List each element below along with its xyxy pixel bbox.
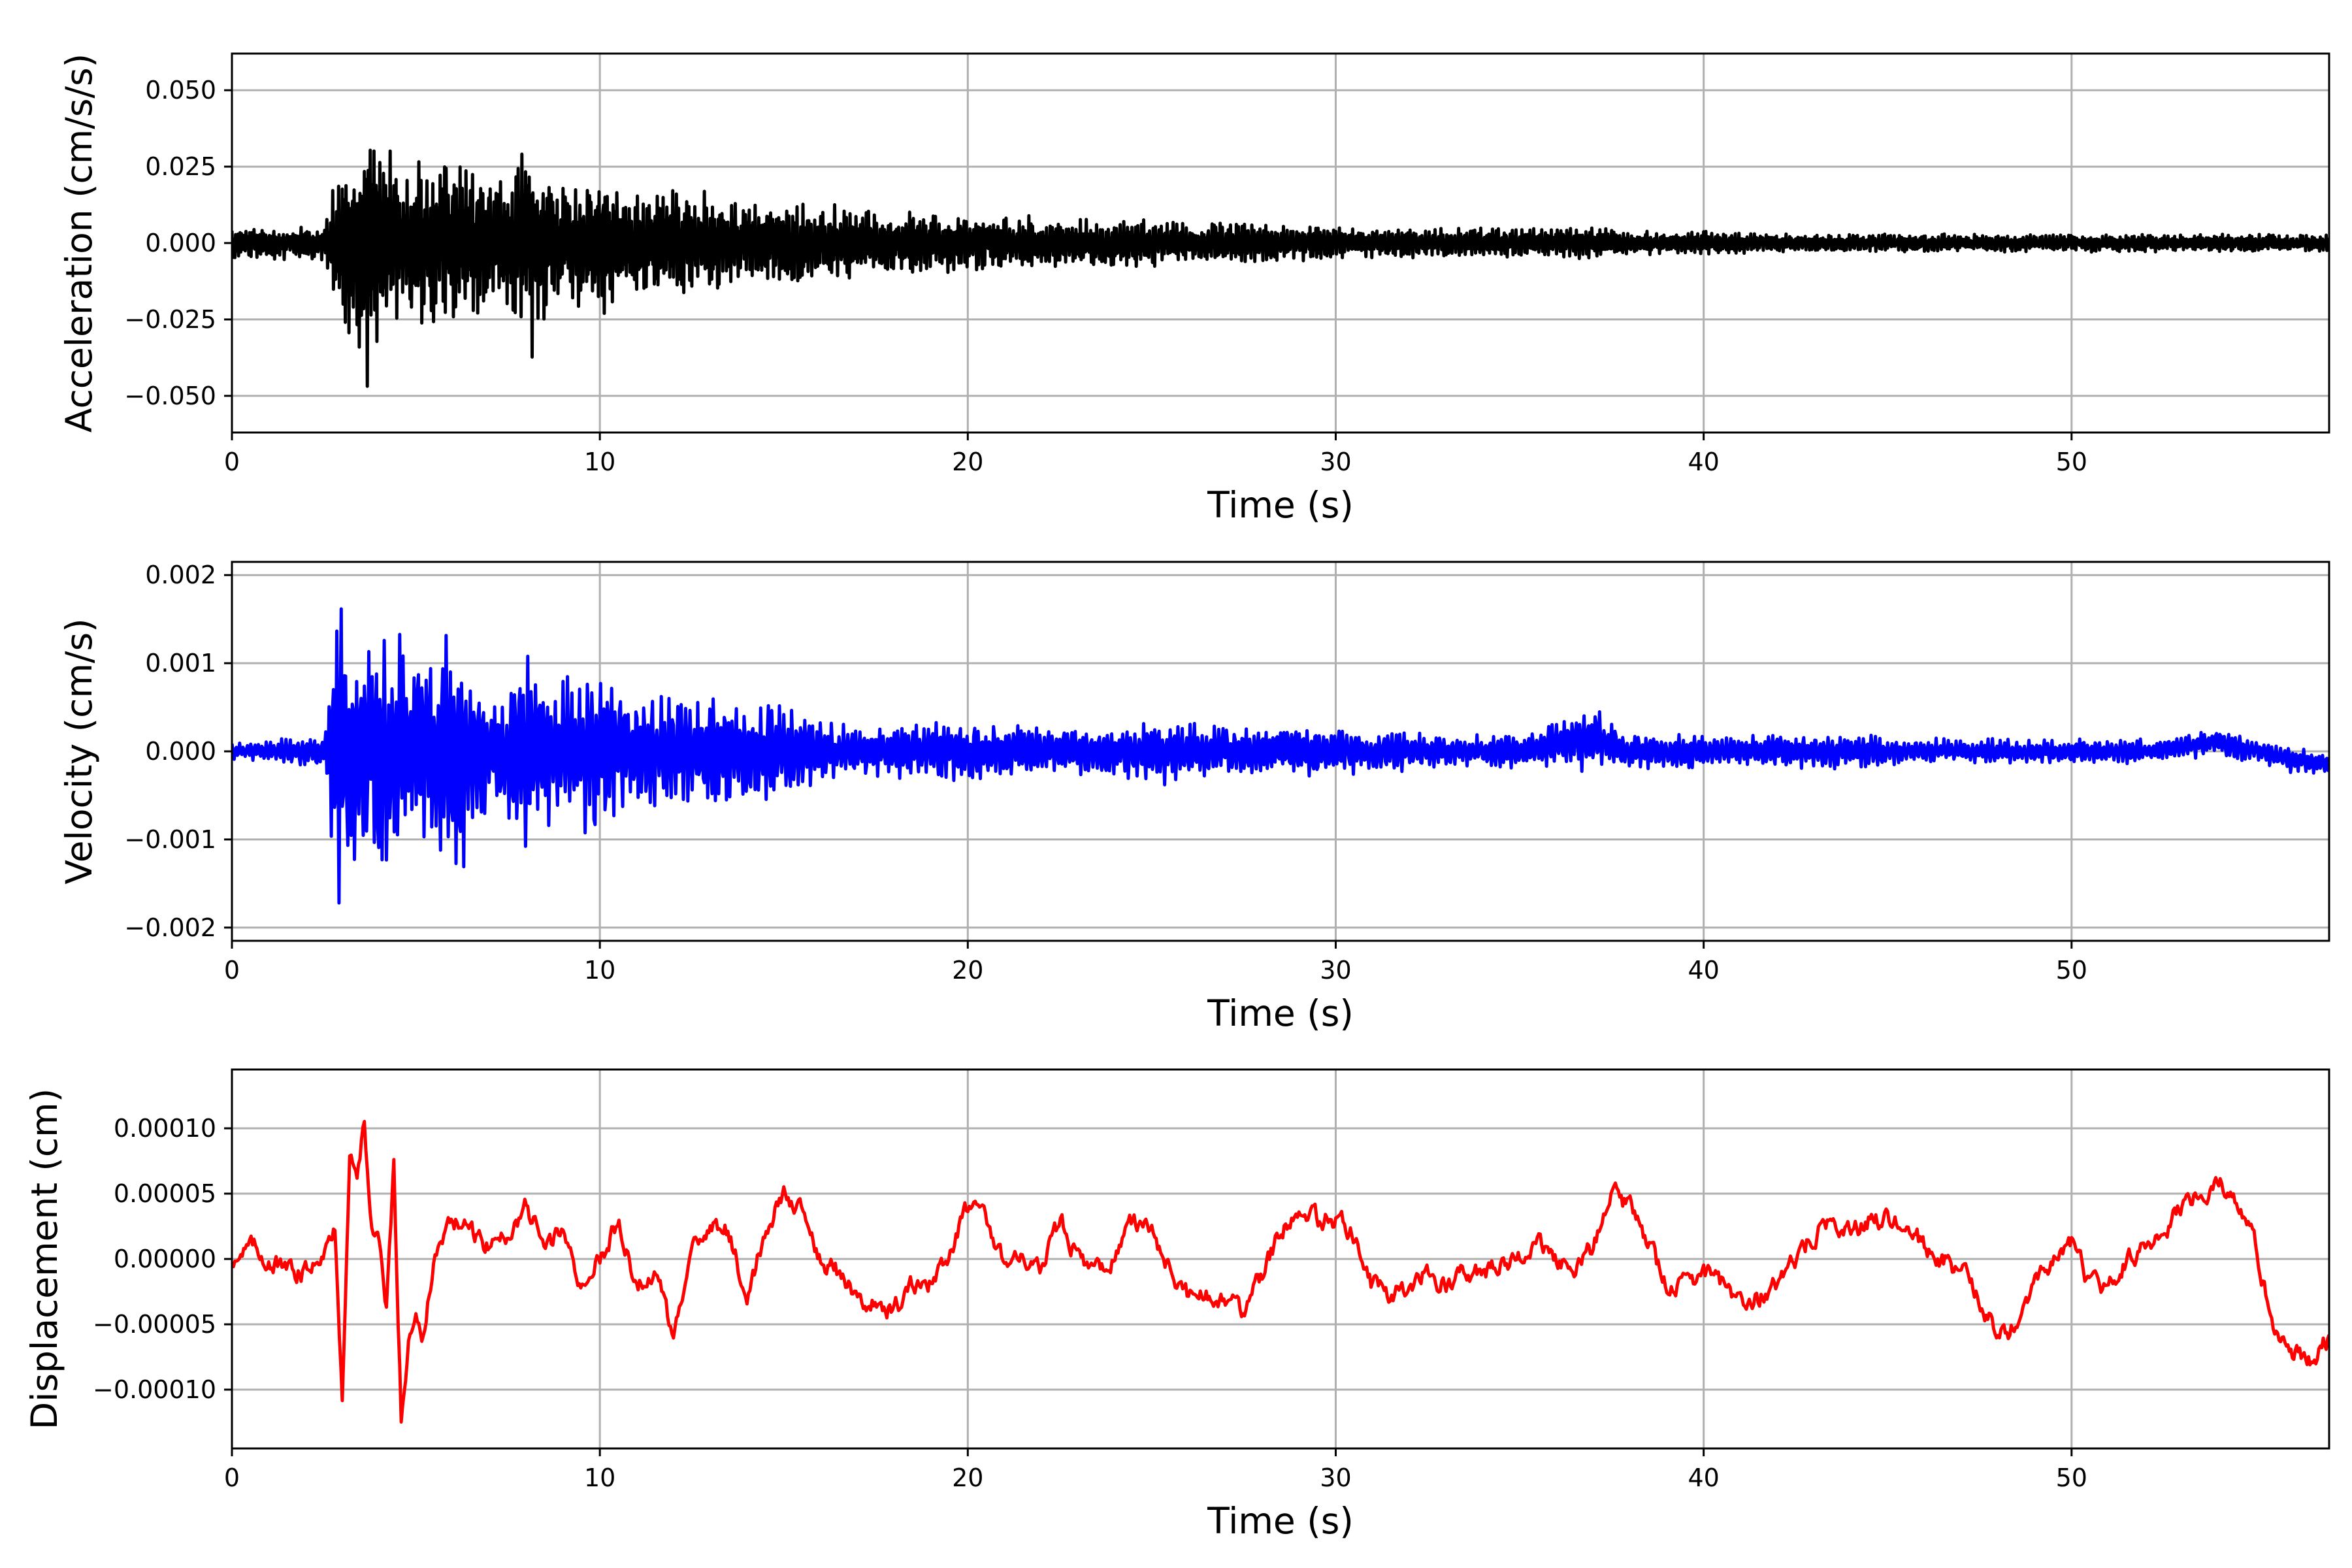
velocity-ytick-label-1: −0.001 bbox=[124, 825, 216, 854]
acceleration-xtick-label-20: 20 bbox=[952, 448, 983, 476]
velocity-ylabel: Velocity (cm/s) bbox=[58, 618, 100, 884]
displacement-panel: 0 10 20 30 40 50 −0.00010 −0.00005 0.00000 0.0000… bbox=[24, 1068, 2330, 1542]
acceleration-xtick-label-50: 50 bbox=[2056, 448, 2087, 476]
velocity-series-line bbox=[232, 607, 2329, 905]
displacement-xtick-label-40: 40 bbox=[1688, 1463, 1719, 1492]
velocity-panel: 0 10 20 30 40 50 −0.002 −0.001 0.000 0.001 0.002 Ti… bbox=[58, 561, 2330, 1034]
acceleration-ytick-label-1: −0.025 bbox=[124, 305, 216, 334]
velocity-xtick-label-0: 0 bbox=[224, 956, 240, 985]
velocity-xtick-label-40: 40 bbox=[1688, 956, 1719, 985]
acceleration-ytick-label-0: −0.050 bbox=[124, 382, 216, 410]
velocity-ytick-label-4: 0.002 bbox=[145, 561, 216, 589]
velocity-xtick-label-30: 30 bbox=[1320, 956, 1351, 985]
acceleration-ytick-label-4: 0.050 bbox=[145, 76, 216, 105]
acceleration-series-line bbox=[232, 148, 2329, 388]
acceleration-xtick-label-10: 10 bbox=[584, 448, 615, 476]
displacement-ytick-label-1: −0.00005 bbox=[93, 1310, 216, 1339]
velocity-ytick-label-3: 0.001 bbox=[145, 649, 216, 678]
acceleration-xtick-label-40: 40 bbox=[1688, 448, 1719, 476]
velocity-xtick-label-10: 10 bbox=[584, 956, 615, 985]
velocity-xtick-label-20: 20 bbox=[952, 956, 983, 985]
acceleration-xtick-label-0: 0 bbox=[224, 448, 240, 476]
displacement-ylabel: Displacement (cm) bbox=[24, 1088, 65, 1429]
displacement-xtick-label-20: 20 bbox=[952, 1463, 983, 1492]
displacement-xtick-label-10: 10 bbox=[584, 1463, 615, 1492]
displacement-xtick-label-30: 30 bbox=[1320, 1463, 1351, 1492]
displacement-ytick-label-0: −0.00010 bbox=[93, 1375, 216, 1404]
velocity-xlabel: Time (s) bbox=[1207, 992, 1354, 1034]
acceleration-xtick-label-30: 30 bbox=[1320, 448, 1351, 476]
displacement-ytick-label-4: 0.00010 bbox=[114, 1114, 216, 1143]
displacement-xtick-label-50: 50 bbox=[2056, 1463, 2087, 1492]
acceleration-ytick-label-2: 0.000 bbox=[145, 229, 216, 257]
acceleration-ylabel: Acceleration (cm/s/s) bbox=[58, 54, 100, 433]
displacement-series-line bbox=[232, 1120, 2329, 1424]
acceleration-xlabel: Time (s) bbox=[1207, 484, 1354, 526]
velocity-xtick-label-50: 50 bbox=[2056, 956, 2087, 985]
displacement-ytick-label-3: 0.00005 bbox=[114, 1179, 216, 1208]
displacement-ytick-label-2: 0.00000 bbox=[114, 1245, 216, 1273]
displacement-xtick-label-0: 0 bbox=[224, 1463, 240, 1492]
velocity-ytick-label-0: −0.002 bbox=[124, 913, 216, 942]
acceleration-ytick-label-3: 0.025 bbox=[145, 152, 216, 181]
velocity-ytick-label-2: 0.000 bbox=[145, 737, 216, 766]
displacement-xlabel: Time (s) bbox=[1207, 1500, 1354, 1542]
acceleration-panel: 0 10 20 30 40 50 −0.050 −0.025 0.000 0.025 0.050 Ti… bbox=[58, 52, 2330, 526]
